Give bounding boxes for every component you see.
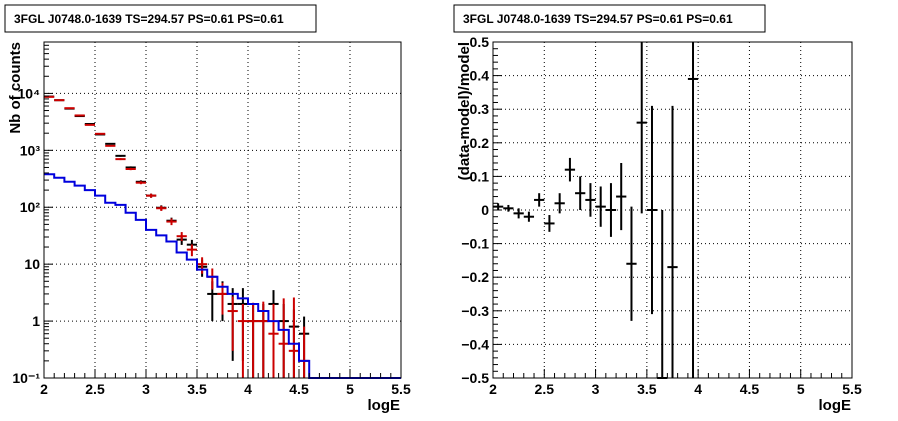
x-tick-label: 4	[694, 381, 702, 397]
data-point	[105, 144, 116, 147]
data-point	[636, 42, 647, 214]
right-y-axis-title: (data-model)/model	[456, 42, 473, 180]
x-tick-label: 3	[142, 381, 150, 397]
left-chart: 2 2.5 3 3.5 4 4.5 5 5.5 10⁻¹ 1 10 10² 10³ 10⁴ 3FGL J0…	[4, 4, 411, 414]
model-step-line	[44, 173, 401, 379]
left-series	[44, 95, 401, 379]
data-point	[125, 167, 136, 171]
y-tick-label: 0.1	[470, 168, 490, 184]
data-point	[115, 158, 126, 161]
x-tick-label: 2.5	[85, 381, 105, 397]
right-x-axis-title: logE	[819, 397, 852, 414]
data-point	[575, 176, 586, 210]
data-point	[146, 193, 157, 198]
data-point	[54, 99, 65, 102]
x-tick-label: 5	[797, 381, 805, 397]
right-series	[493, 42, 699, 379]
data-point	[248, 302, 259, 378]
y-tick-label: 10⁴	[18, 85, 41, 101]
data-point	[84, 123, 95, 126]
data-point	[74, 114, 85, 117]
data-point	[616, 162, 627, 231]
x-tick-label: 3.5	[637, 381, 657, 397]
y-tick-label: 1	[32, 313, 40, 329]
data-point	[186, 244, 197, 257]
data-point	[646, 105, 658, 315]
data-point	[156, 205, 167, 211]
right-chart-title: 3FGL J0748.0-1639 TS=294.57 PS=0.61 PS=0…	[463, 12, 733, 26]
right-chart: 2 2.5 3 3.5 4 4.5 5 5.5 −0.5 −0.4 −0.3 −0.2 −0.1 0 0.1…	[453, 4, 862, 414]
data-point	[554, 193, 565, 214]
data-point	[687, 42, 699, 378]
data-point	[513, 208, 524, 219]
x-tick-label: 4.5	[289, 381, 309, 397]
data-point	[493, 203, 504, 210]
data-point	[585, 183, 596, 217]
left-axes: 2 2.5 3 3.5 4 4.5 5 5.5 10⁻¹ 1 10 10² 10³ 10⁴	[12, 44, 411, 397]
data-point	[288, 297, 299, 378]
data-point	[503, 204, 514, 212]
left-x-axis-title: logE	[368, 397, 401, 414]
x-tick-label: 3.5	[187, 381, 207, 397]
y-tick-label: 10	[24, 256, 40, 272]
left-plot-frame	[43, 41, 402, 379]
data-point	[217, 282, 228, 315]
data-point	[166, 218, 177, 226]
left-chart-title: 3FGL J0748.0-1639 TS=294.57 PS=0.61 PS=0…	[14, 12, 284, 26]
y-tick-label: 0.4	[470, 68, 490, 84]
y-tick-label: 10³	[20, 142, 41, 158]
data-point	[278, 298, 289, 378]
data-point	[207, 268, 218, 290]
data-point	[227, 296, 238, 351]
left-title-box	[4, 4, 317, 33]
data-point	[44, 95, 55, 98]
y-tick-label: 10⁻¹	[12, 370, 40, 386]
y-tick-label: −0.4	[461, 336, 489, 352]
data-point	[237, 303, 248, 378]
x-tick-label: 2	[489, 381, 497, 397]
data-point	[564, 157, 576, 182]
data-point	[544, 215, 555, 232]
data-point	[523, 211, 535, 222]
data-point	[115, 154, 126, 157]
data-point	[95, 132, 106, 135]
x-tick-label: 5.5	[391, 381, 411, 397]
left-grid	[43, 42, 402, 379]
data-point	[268, 303, 279, 378]
y-tick-label: 0.5	[470, 34, 490, 50]
data-point	[657, 210, 668, 379]
data-point	[605, 183, 617, 237]
y-tick-label: −0.5	[461, 370, 489, 386]
data-point	[176, 232, 187, 242]
x-tick-label: 2.5	[535, 381, 555, 397]
y-tick-label: 0.2	[470, 135, 490, 151]
x-tick-label: 3	[592, 381, 600, 397]
y-tick-label: 0.3	[470, 101, 490, 117]
data-point	[595, 186, 606, 227]
data-point	[64, 107, 75, 110]
right-title-box	[453, 4, 766, 33]
y-tick-label: −0.3	[461, 303, 489, 319]
x-tick-label: 4.5	[740, 381, 760, 397]
right-axes: 2 2.5 3 3.5 4 4.5 5 5.5 −0.5 −0.4 −0.3 −0.2 −0.1 0 0.1…	[461, 34, 862, 397]
x-tick-label: 2	[40, 381, 48, 397]
data-point	[626, 206, 637, 321]
data-point	[135, 181, 146, 185]
x-tick-label: 4	[244, 381, 252, 397]
data-point	[197, 257, 208, 274]
data-point	[667, 105, 678, 378]
data-point	[105, 142, 116, 145]
data-point	[258, 301, 269, 378]
data-point	[534, 193, 545, 207]
x-tick-label: 5	[346, 381, 354, 397]
y-tick-label: 10²	[20, 199, 41, 215]
y-tick-label: −0.2	[461, 269, 489, 285]
y-tick-label: 0	[481, 202, 489, 218]
y-tick-label: −0.1	[461, 236, 489, 252]
x-tick-label: 5.5	[842, 381, 862, 397]
left-y-axis-title: Nb of counts	[7, 42, 24, 134]
